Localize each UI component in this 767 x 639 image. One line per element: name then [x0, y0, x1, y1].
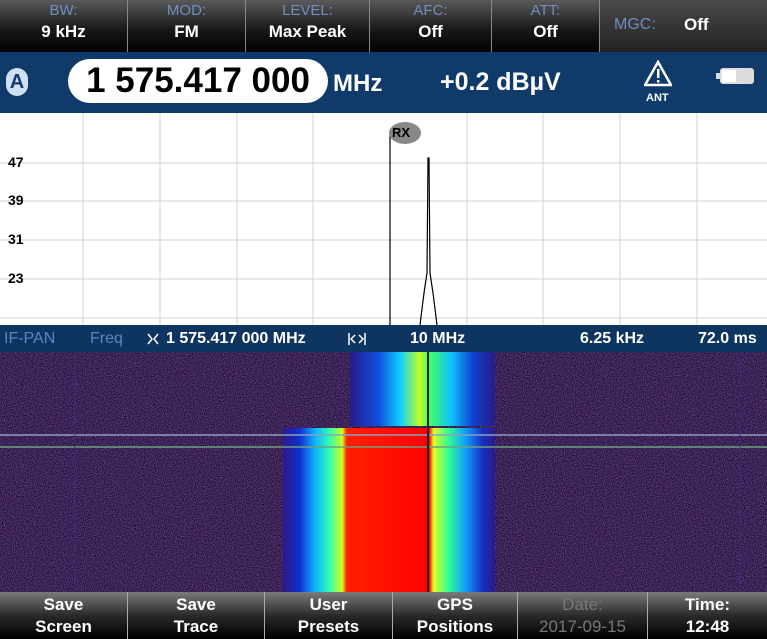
- analyzer-screen: BW:9 kHz MOD:FM LEVEL:Max Peak AFC:Off A…: [0, 0, 767, 639]
- warning-label: ANT: [646, 92, 669, 104]
- line2: Presets: [265, 616, 392, 638]
- line1: Date:: [518, 594, 647, 616]
- spectrum-plot: RX 47 39 31 23: [0, 113, 767, 325]
- label: MOD:: [128, 2, 245, 22]
- center-frequency: 1 575.417 000 MHz: [166, 325, 306, 352]
- afc-button[interactable]: AFC:Off: [370, 0, 492, 52]
- att-button[interactable]: ATT:Off: [492, 0, 600, 52]
- line2: Trace: [128, 616, 264, 638]
- y-label: 47: [8, 154, 24, 170]
- line1: Save: [0, 594, 127, 616]
- label: AFC:: [370, 2, 491, 22]
- frequency-unit: MHz: [333, 70, 382, 98]
- frequency-value[interactable]: 1 575.417 000: [68, 59, 328, 103]
- label: LEVEL:: [246, 2, 369, 22]
- spectrum-grid: [0, 113, 767, 325]
- label: BW:: [0, 2, 127, 22]
- mod-button[interactable]: MOD:FM: [128, 0, 246, 52]
- channel-badge: A: [6, 68, 28, 96]
- sweep-time: 72.0 ms: [698, 325, 757, 352]
- mode: IF-PAN: [4, 325, 55, 352]
- value: Off: [492, 22, 599, 42]
- value: Max Peak: [246, 22, 369, 42]
- resolution: 6.25 kHz: [580, 325, 644, 352]
- bw-button[interactable]: BW:9 kHz: [0, 0, 128, 52]
- line1: Time:: [648, 594, 767, 616]
- param: Freq: [90, 325, 123, 352]
- waterfall: [0, 352, 767, 592]
- line1: Save: [128, 594, 264, 616]
- warning-icon: [644, 60, 672, 88]
- line2: 2017-09-15: [518, 616, 647, 638]
- label: MGC:: [614, 16, 656, 34]
- line1: User: [265, 594, 392, 616]
- mgc-status: MGC: Off: [600, 0, 767, 52]
- frequency-bar: A 1 575.417 000 MHz +0.2 dBµV ANT: [0, 52, 767, 113]
- center-icon: [146, 333, 160, 345]
- y-label: 23: [8, 270, 24, 286]
- span-icon: [348, 333, 366, 345]
- level-value: +0.2 dBµV: [440, 68, 561, 97]
- date-key: Date:2017-09-15: [518, 592, 648, 639]
- value: Off: [370, 22, 491, 42]
- level-button[interactable]: LEVEL:Max Peak: [246, 0, 370, 52]
- rx-marker: RX: [392, 125, 410, 140]
- battery-icon: [716, 66, 756, 86]
- value: 9 kHz: [0, 22, 127, 42]
- line2: Positions: [393, 616, 517, 638]
- value: Off: [684, 15, 709, 35]
- time-key: Time:12:48: [648, 592, 767, 639]
- y-label: 31: [8, 231, 24, 247]
- line2: Screen: [0, 616, 127, 638]
- span: 10 MHz: [410, 325, 465, 352]
- info-bar: IF-PAN Freq 1 575.417 000 MHz 10 MHz 6.2…: [0, 325, 767, 352]
- line2: 12:48: [648, 616, 767, 638]
- y-label: 39: [8, 192, 24, 208]
- label: ATT:: [492, 2, 599, 22]
- value: FM: [128, 22, 245, 42]
- line1: GPS: [393, 594, 517, 616]
